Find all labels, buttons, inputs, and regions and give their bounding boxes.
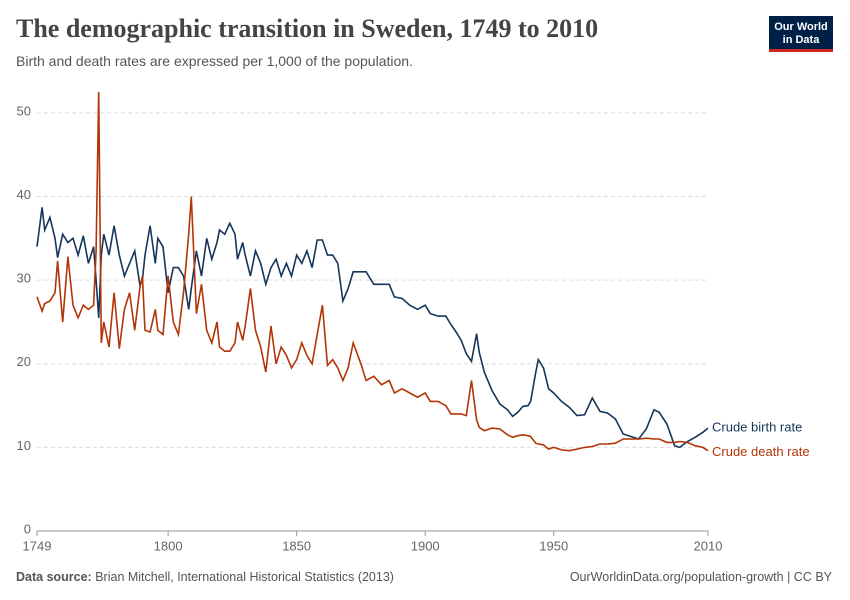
y-tick-label: 50 bbox=[17, 103, 31, 118]
y-tick-label: 10 bbox=[17, 438, 31, 453]
url[interactable]: OurWorldinData.org/population-growth | C… bbox=[569, 570, 832, 584]
x-tick-label: 1749 bbox=[23, 538, 52, 553]
y-tick-label: 30 bbox=[17, 271, 31, 286]
x-tick-label: 1950 bbox=[539, 538, 568, 553]
source-label: Data source: bbox=[16, 570, 92, 584]
x-tick-label: 1800 bbox=[154, 538, 183, 553]
chart: 0 10 20 30 40 50 1749 1800 1850 1900 1950 2010 Crude… bbox=[17, 91, 810, 553]
x-tick-label: 2010 bbox=[694, 538, 723, 553]
chart-subtitle: Birth and death rates are expressed per … bbox=[16, 53, 413, 69]
chart-title: The demographic transition in Sweden, 17… bbox=[16, 14, 599, 43]
x-tick-label: 1900 bbox=[411, 538, 440, 553]
source-text: Brian Mitchell, International Historical… bbox=[95, 570, 394, 584]
y-tick-label: 20 bbox=[17, 354, 31, 369]
line bbox=[36, 91, 709, 452]
line-label: Crude birth rate bbox=[712, 420, 802, 435]
x-tick-label: 1850 bbox=[282, 538, 311, 553]
line bbox=[36, 207, 709, 449]
line-label: Crude death rate bbox=[712, 444, 810, 459]
y-tick-label: 0 bbox=[24, 521, 31, 536]
logo[interactable]: Our World in Data bbox=[769, 16, 833, 52]
source: Data source: Brian Mitchell, Internation… bbox=[16, 570, 394, 584]
y-tick-label: 40 bbox=[17, 187, 31, 202]
